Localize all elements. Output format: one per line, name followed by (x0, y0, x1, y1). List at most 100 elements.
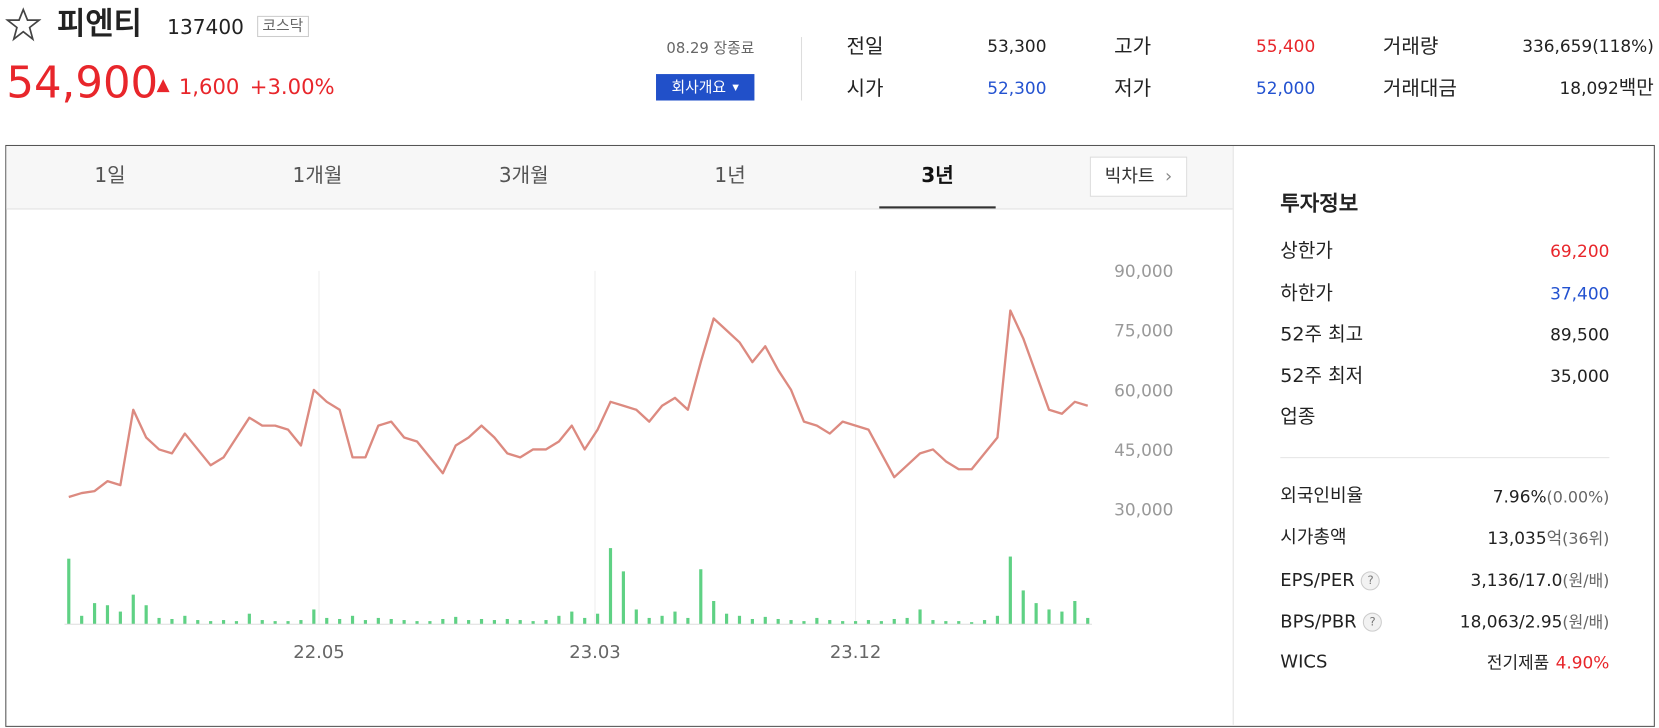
volume-bar (80, 615, 84, 625)
tab[interactable]: 3개월 (498, 164, 549, 188)
volume-bar (660, 615, 664, 625)
tab-bar (6, 146, 1233, 210)
volume-bar (853, 621, 858, 625)
info-value: 69,200 (1550, 241, 1610, 262)
button-label: 회사개요 (671, 78, 727, 96)
info-value: 13,035억(36위) (1418, 527, 1610, 549)
info-label: 시가총액 (1280, 529, 1346, 547)
volume-bar (905, 617, 909, 625)
help-icon[interactable]: ? (1361, 571, 1381, 591)
volume-bar (699, 569, 703, 625)
volume-bar (995, 615, 1000, 625)
volume-bar (621, 571, 625, 625)
divider (1232, 146, 1234, 725)
unit: 억 (1546, 527, 1563, 549)
label-text: WICS (1280, 651, 1328, 673)
tab-active[interactable]: 3년 (921, 164, 954, 188)
volume-bar (389, 618, 393, 625)
volume-bar (1073, 601, 1077, 625)
volume-bar (841, 621, 845, 625)
x-tick-label: 23.03 (569, 642, 620, 663)
volume-bar (1021, 590, 1025, 625)
volume-bar (957, 621, 961, 625)
info-label: WICS (1280, 651, 1328, 673)
volume-bar (92, 603, 97, 625)
info-value: 35,000 (1550, 366, 1610, 387)
favorite-star[interactable] (5, 6, 42, 42)
market-time: 08.29 장종료 (666, 40, 755, 58)
volume-bar (763, 616, 767, 625)
label-text: EPS/PER (1280, 569, 1355, 591)
y-tick-label: 30,000 (1114, 499, 1173, 519)
volume-bar (866, 620, 871, 625)
info-value: 18,063/2.95(원/배) (1418, 611, 1610, 632)
volume-bar (118, 611, 122, 625)
quote-label: 거래량 (1382, 34, 1439, 59)
active-underline (879, 206, 996, 209)
quote-label: 고가 (1114, 34, 1152, 59)
tab[interactable]: 1개월 (292, 164, 343, 188)
info-label: 외국인비율 (1280, 485, 1364, 507)
info-label: 하한가 (1280, 282, 1333, 305)
note: (원/배) (1562, 612, 1610, 632)
volume-bar (647, 617, 651, 625)
quote-value: 53,300 (987, 35, 1047, 57)
volume-bar (931, 620, 935, 625)
volume-bar (144, 605, 148, 625)
quote-value: 336,659(118%) (1522, 35, 1654, 57)
volume-bar (247, 613, 251, 625)
x-tick-label: 22.05 (293, 642, 344, 663)
label-text: 외국인비율 (1280, 485, 1364, 507)
volume-bar (750, 618, 754, 625)
y-tick-label: 60,000 (1114, 380, 1173, 400)
info-value: 7.96%(0.00%) (1418, 488, 1610, 506)
note: (36위) (1562, 529, 1610, 549)
tab[interactable]: 1일 (94, 164, 126, 188)
volume-bar (634, 609, 638, 625)
label-text: 시가총액 (1280, 526, 1347, 549)
info-label: BPS/PBR? (1280, 611, 1383, 633)
note: 4.90% (1555, 652, 1610, 673)
volume-bar (531, 621, 535, 625)
dropdown-icon: ▼ (732, 82, 739, 92)
volume-bar (105, 605, 110, 625)
info-label: 52주 최고 (1280, 323, 1364, 346)
volume-bar (67, 558, 71, 625)
value: 전기제품 (1486, 652, 1550, 673)
volume-bar (376, 617, 380, 625)
volume-bar (789, 620, 793, 625)
quote-label: 거래대금 (1382, 77, 1457, 101)
quote-label: 전일 (846, 34, 884, 59)
value: 3,136/17.0 (1470, 570, 1563, 591)
tab[interactable]: 1년 (714, 164, 746, 188)
chart-panel (5, 144, 1655, 727)
section-title: 투자정보 (1280, 190, 1359, 216)
volume-bar (428, 621, 432, 625)
volume-bar (686, 617, 690, 625)
help-icon[interactable]: ? (1363, 612, 1383, 632)
label-text: BPS/PBR (1280, 611, 1357, 633)
volume-bar (363, 620, 368, 625)
company-info-button[interactable]: 회사개요 ▼ (656, 74, 755, 101)
quote-label: 시가 (846, 77, 884, 101)
volume-bar (492, 620, 497, 625)
quote-value: 18,092백만 (1481, 79, 1654, 98)
big-chart-button[interactable]: 빅차트 › (1089, 156, 1188, 197)
volume-bar (209, 621, 213, 625)
volume-bar (479, 618, 484, 625)
volume-bar (402, 620, 406, 625)
y-tick-label: 45,000 (1114, 440, 1173, 460)
info-label: 상한가 (1280, 240, 1333, 263)
info-label: EPS/PER? (1280, 569, 1381, 591)
price-line (68, 309, 1089, 499)
volume-bar (183, 615, 187, 625)
volume-bar (776, 618, 780, 625)
info-value: 89,500 (1550, 324, 1610, 345)
volume-bar (1060, 611, 1064, 625)
chevron: › (1165, 165, 1173, 187)
y-tick-label: 90,000 (1114, 261, 1173, 281)
volume-bar (596, 613, 600, 625)
volume-bar (918, 609, 922, 625)
quote-value: 52,300 (987, 78, 1047, 99)
value: 18,063/2.95 (1459, 611, 1563, 632)
